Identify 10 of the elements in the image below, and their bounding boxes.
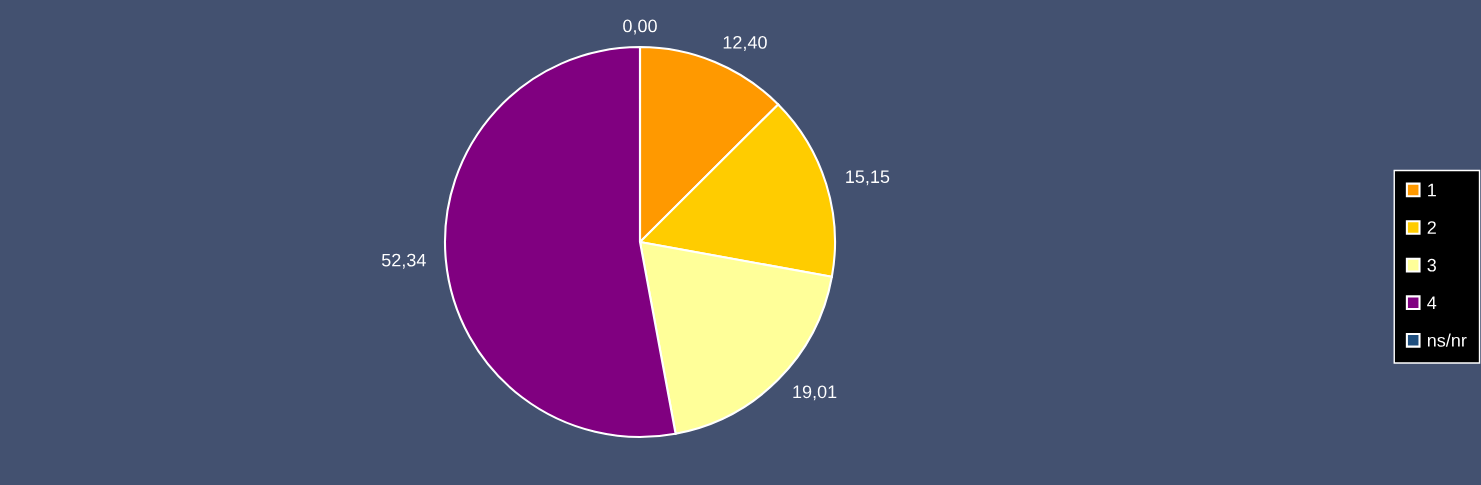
legend-label: 4 (1427, 296, 1437, 310)
data-label: 19,01 (793, 385, 837, 401)
data-label: 15,15 (846, 170, 890, 186)
legend-label: 3 (1427, 258, 1436, 272)
data-label: 12,40 (723, 35, 767, 51)
legend-label: 2 (1427, 221, 1436, 234)
data-label: 52,34 (381, 253, 426, 269)
text: 0,00 (623, 19, 657, 35)
legend-label: 1 (1428, 183, 1436, 197)
legend-label: ns/nr (1427, 333, 1467, 347)
